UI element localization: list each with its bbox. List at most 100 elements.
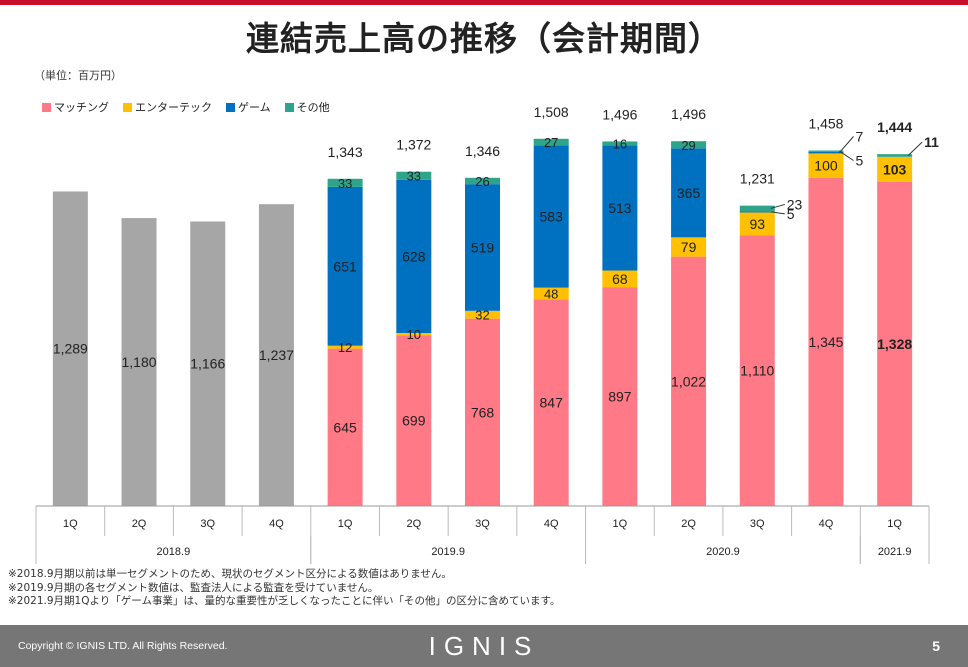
x-tick-label: 4Q (819, 518, 834, 530)
bar-segment-entertech (602, 270, 638, 288)
bar-segment-matching (602, 287, 638, 506)
bar-value-label: 5 (855, 152, 863, 168)
bar-segment-entertech (465, 310, 500, 319)
bar-total-label: 1,444 (877, 119, 912, 135)
bar-value-label: 7 (855, 128, 863, 144)
bar-value-label: 33 (407, 169, 421, 184)
callout-line (770, 211, 785, 215)
footer-bar: Copyright © IGNIS LTD. All Rights Reserv… (0, 625, 968, 667)
x-tick-label: 2Q (406, 518, 421, 530)
bar-segment-matching (739, 235, 775, 506)
bar-segment-entertech (671, 237, 707, 257)
bar-segment-other (602, 141, 638, 146)
bar-value-label: 1,180 (122, 354, 157, 370)
bar-segment-entertech (808, 153, 844, 178)
top-accent-bar (0, 0, 968, 5)
legend-swatch (123, 102, 132, 112)
chart-legend: マッチング エンターテック ゲーム その他 (42, 99, 330, 115)
bar-segment-other (465, 177, 500, 185)
bar-segment-game (671, 148, 707, 238)
bar-segment-entertech (739, 212, 775, 236)
bar-segment-entertech (396, 333, 432, 336)
bar-value-label: 68 (612, 271, 628, 287)
bar-total-label: 1,346 (465, 143, 500, 159)
page-title: 連結売上高の推移（会計期間） (246, 19, 722, 58)
bar-segment-game (602, 145, 638, 271)
bar-segment-game (808, 151, 844, 154)
bar-total-label: 1,496 (602, 106, 637, 122)
bar-value-label: 628 (402, 248, 426, 264)
x-group-label: 2021.9 (878, 546, 912, 558)
callout-line (839, 136, 854, 153)
bar-segment-matching (671, 256, 707, 506)
x-tick-label: 1Q (887, 518, 902, 530)
bar-total-label: 1,231 (740, 171, 775, 187)
bar-total-label: 1,496 (671, 106, 706, 122)
bar-value-label: 1,328 (877, 336, 912, 352)
bar-segment-game (396, 179, 432, 334)
legend-swatch (284, 102, 294, 112)
callout-line (839, 150, 854, 161)
bar-value-label: 1,345 (808, 334, 843, 350)
callout-line (907, 141, 923, 156)
bar-segment-game (739, 211, 775, 213)
page-number: 5 (932, 638, 940, 654)
bar-segment-game (465, 184, 500, 311)
bar-value-label: 100 (814, 158, 838, 174)
legend-swatch (42, 102, 51, 112)
bar-value-label: 583 (540, 208, 564, 224)
bar-segment-entertech (533, 287, 569, 300)
legend-label: その他 (296, 101, 330, 114)
bar-segment-game (327, 186, 363, 346)
bar-single-segment (258, 204, 294, 506)
x-group-label: 2020.9 (706, 546, 740, 558)
x-tick-label: 3Q (750, 518, 765, 530)
bar-segment-entertech (327, 345, 363, 349)
bar-total-label: 1,458 (808, 115, 843, 131)
copyright-text: Copyright © IGNIS LTD. All Rights Reserv… (18, 640, 228, 652)
stacked-bar-chart: 1,289 1,180 1,166 1,237 1,343 645 12 651 33 1,372… (35, 104, 939, 564)
footnote: ※2018.9月期以前は単一セグメントのため、現状のセグメント区分による数値はあ… (8, 568, 452, 580)
bar-value-label: 11 (924, 134, 939, 150)
bar-segment-other (396, 171, 432, 180)
x-tick-label: 1Q (613, 518, 628, 530)
bar-value-label: 768 (471, 404, 495, 420)
legend-swatch (226, 102, 235, 112)
bar-segment-other (739, 205, 775, 212)
bar-value-label: 1,166 (190, 356, 225, 372)
x-tick-label: 1Q (338, 518, 353, 530)
footnotes: ※2018.9月期以前は単一セグメントのため、現状のセグメント区分による数値はあ… (8, 568, 560, 609)
unit-label: （単位：百万円） (34, 69, 122, 82)
bar-value-label: 26 (475, 174, 489, 189)
bar-value-label: 29 (681, 138, 695, 153)
bar-segment-matching (877, 181, 913, 506)
legend-label: マッチング (54, 101, 109, 114)
bar-value-label: 48 (544, 286, 558, 301)
bar-segment-matching (533, 299, 569, 506)
legend-item-other: その他 (284, 99, 330, 115)
x-tick-label: 4Q (544, 518, 559, 530)
bar-total-label: 1,508 (534, 104, 569, 120)
bar-value-label: 10 (407, 327, 421, 342)
bar-segment-matching (327, 348, 363, 506)
x-tick-label: 3Q (475, 518, 490, 530)
footnote: ※2021.9月期1Qより「ゲーム事業」は、量的な重要性が乏しくなったことに伴い… (8, 595, 561, 607)
bar-value-label: 513 (608, 200, 632, 216)
bar-value-label: 1,237 (259, 347, 294, 363)
bar-value-label: 23 (787, 196, 803, 212)
bar-single-segment (52, 191, 88, 506)
bar-single-segment (121, 218, 157, 506)
bar-segment-matching (808, 177, 844, 506)
x-tick-label: 1Q (63, 518, 78, 530)
bar-value-label: 16 (613, 136, 627, 151)
bar-segment-matching (396, 335, 432, 506)
legend-item-game: ゲーム (226, 99, 271, 115)
bar-value-label: 1,110 (740, 363, 774, 379)
bar-value-label: 12 (338, 340, 352, 355)
bar-value-label: 79 (681, 239, 697, 255)
bar-value-label: 519 (471, 239, 495, 255)
bar-value-label: 645 (333, 419, 357, 435)
bar-segment-other (808, 150, 844, 152)
bar-segment-other (877, 154, 913, 157)
bar-segment-game (533, 145, 569, 288)
